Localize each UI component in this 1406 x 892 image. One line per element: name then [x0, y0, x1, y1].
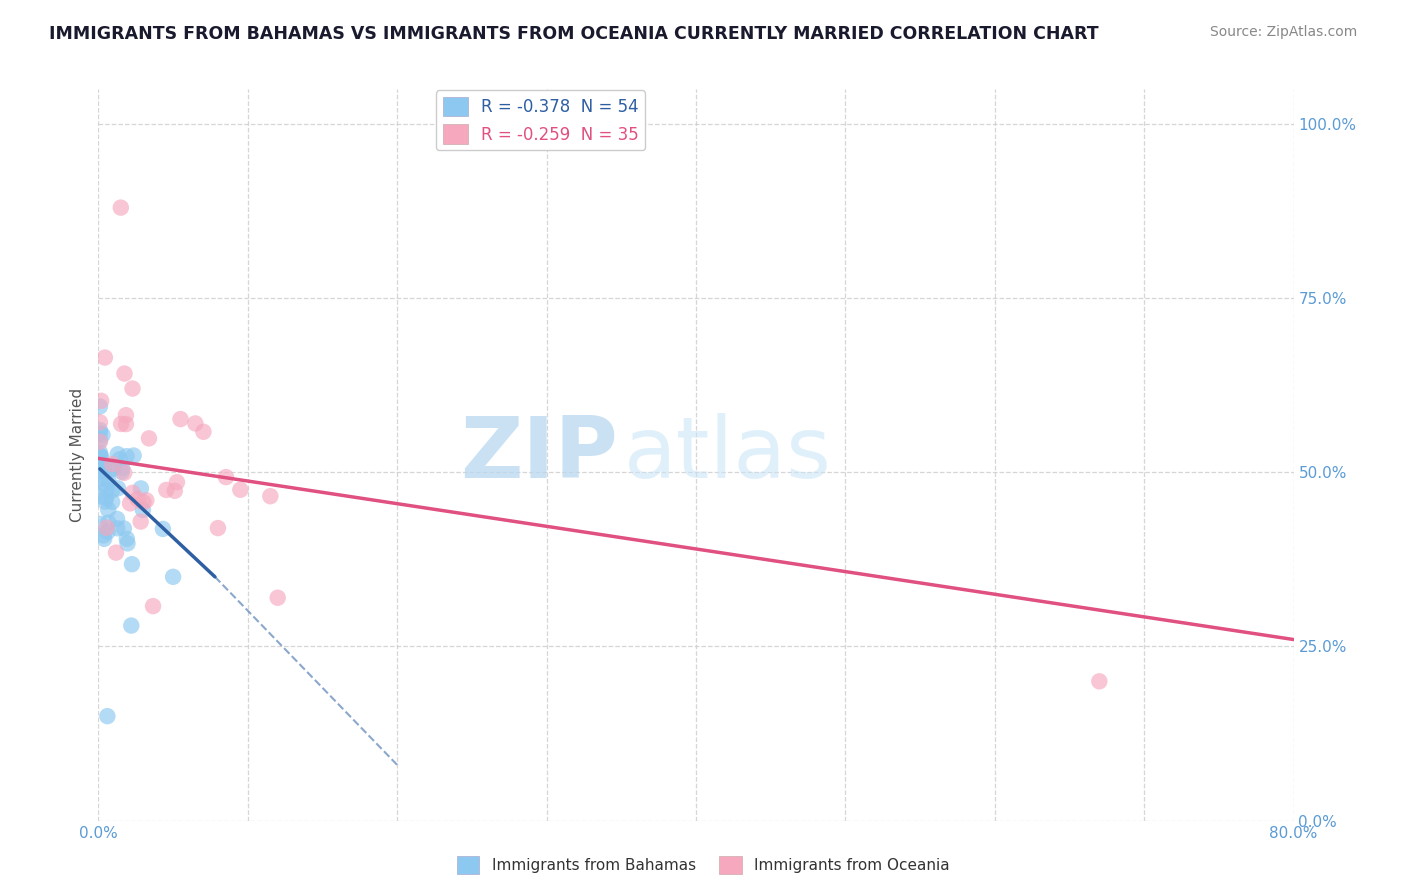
- Point: [162, 570, 184, 584]
- Point: [103, 461, 125, 475]
- Point: [138, 431, 160, 445]
- Text: ZIP: ZIP: [461, 413, 619, 497]
- Point: [89, 490, 111, 504]
- Point: [89, 473, 111, 487]
- Point: [115, 532, 138, 546]
- Point: [89, 516, 111, 531]
- Point: [89, 464, 111, 478]
- Point: [94, 351, 117, 365]
- Point: [89, 400, 111, 414]
- Point: [112, 466, 135, 480]
- Point: [104, 546, 127, 560]
- Point: [122, 449, 145, 463]
- Point: [110, 201, 132, 215]
- Point: [97, 474, 120, 488]
- Point: [184, 417, 207, 431]
- Point: [89, 425, 111, 440]
- Point: [129, 515, 152, 529]
- Point: [96, 483, 118, 497]
- Point: [152, 522, 174, 536]
- Point: [132, 495, 155, 509]
- Point: [89, 423, 111, 437]
- Point: [115, 408, 138, 422]
- Point: [127, 491, 149, 506]
- Point: [166, 475, 188, 490]
- Text: IMMIGRANTS FROM BAHAMAS VS IMMIGRANTS FROM OCEANIA CURRENTLY MARRIED CORRELATION: IMMIGRANTS FROM BAHAMAS VS IMMIGRANTS FR…: [49, 25, 1099, 43]
- Text: Source: ZipAtlas.com: Source: ZipAtlas.com: [1209, 25, 1357, 39]
- Point: [89, 415, 111, 429]
- Point: [155, 483, 177, 497]
- Point: [111, 465, 134, 479]
- Point: [89, 434, 111, 449]
- Point: [108, 452, 131, 467]
- Point: [93, 459, 115, 474]
- Point: [121, 382, 143, 396]
- Legend: R = -0.378  N = 54, R = -0.259  N = 35: R = -0.378 N = 54, R = -0.259 N = 35: [436, 90, 645, 151]
- Y-axis label: Currently Married: Currently Married: [70, 388, 86, 522]
- Point: [93, 459, 115, 474]
- Point: [93, 532, 115, 546]
- Point: [96, 521, 118, 535]
- Point: [101, 495, 124, 509]
- Point: [97, 502, 120, 516]
- Point: [112, 521, 135, 535]
- Point: [100, 463, 122, 477]
- Point: [120, 618, 142, 632]
- Point: [93, 461, 115, 475]
- Point: [101, 483, 124, 498]
- Point: [169, 412, 191, 426]
- Point: [105, 512, 128, 526]
- Point: [89, 450, 111, 465]
- Point: [93, 477, 115, 491]
- Point: [215, 470, 238, 484]
- Point: [89, 449, 111, 463]
- Point: [111, 461, 134, 475]
- Point: [121, 485, 143, 500]
- Point: [91, 428, 114, 442]
- Point: [117, 536, 139, 550]
- Point: [89, 445, 111, 459]
- Point: [115, 449, 138, 463]
- Point: [97, 516, 120, 530]
- Point: [129, 482, 152, 496]
- Point: [90, 465, 112, 479]
- Point: [101, 457, 124, 471]
- Legend: Immigrants from Bahamas, Immigrants from Oceania: Immigrants from Bahamas, Immigrants from…: [450, 850, 956, 880]
- Point: [193, 425, 215, 439]
- Point: [142, 599, 165, 614]
- Point: [132, 503, 155, 517]
- Point: [90, 450, 112, 464]
- Point: [229, 483, 252, 497]
- Point: [114, 367, 136, 381]
- Point: [94, 494, 117, 508]
- Point: [120, 496, 142, 510]
- Point: [163, 483, 186, 498]
- Point: [135, 493, 157, 508]
- Point: [90, 393, 112, 408]
- Point: [94, 491, 117, 505]
- Point: [115, 417, 138, 431]
- Point: [97, 524, 120, 539]
- Point: [107, 481, 129, 495]
- Point: [96, 709, 118, 723]
- Point: [259, 489, 281, 503]
- Point: [105, 521, 128, 535]
- Point: [107, 447, 129, 461]
- Point: [110, 417, 132, 431]
- Point: [121, 558, 143, 572]
- Point: [267, 591, 290, 605]
- Point: [93, 528, 115, 542]
- Text: atlas: atlas: [624, 413, 832, 497]
- Point: [207, 521, 229, 535]
- Point: [1088, 674, 1111, 689]
- Point: [89, 433, 111, 447]
- Point: [90, 459, 112, 474]
